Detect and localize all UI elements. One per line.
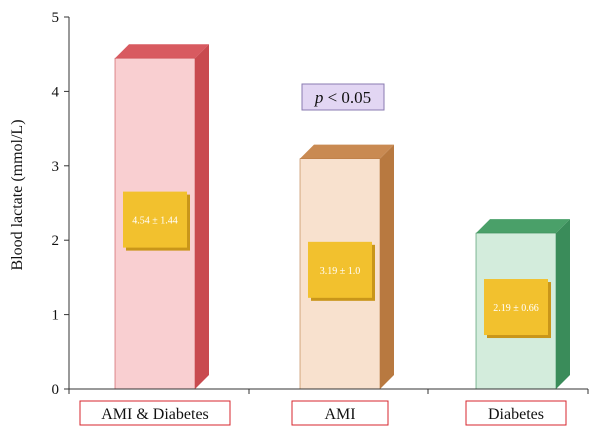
y-tick-label: 5 (52, 10, 60, 26)
bars: 4.54 ± 1.44 3.19 ± 1.0 2.19 ± 0.66 (114, 44, 570, 390)
p-value-box (301, 83, 385, 111)
bar-side (380, 144, 394, 389)
y-tick-label: 0 (52, 382, 60, 398)
y-axis-label: Blood lactate (mmol/L) (9, 119, 26, 270)
bar-side (556, 219, 570, 389)
y-tick-label: 1 (52, 308, 60, 324)
data-label-box (484, 279, 548, 336)
category-label-box (291, 400, 389, 426)
data-label: 2.19 ± 0.66 (493, 303, 539, 314)
category-label-box (465, 400, 567, 426)
y-tick-label: 2 (52, 233, 60, 249)
bar-top (476, 219, 570, 234)
p-value-annotation: p < 0.05 (301, 83, 385, 111)
category-label: AMI & Diabetes (101, 406, 209, 423)
bar-top (115, 44, 209, 59)
data-label: 3.19 ± 1.0 (320, 266, 361, 277)
data-label: 4.54 ± 1.44 (132, 216, 178, 227)
p-value-text: p < 0.05 (314, 88, 371, 107)
y-axis: 0 1 2 3 4 5 (52, 10, 70, 398)
y-tick-label: 4 (52, 84, 60, 100)
bar-top (300, 144, 394, 159)
data-label-box (123, 191, 187, 248)
category-label-box (79, 400, 231, 426)
category-label: Diabetes (488, 406, 544, 423)
bar-group: 2.19 ± 0.66 (475, 219, 570, 390)
bar-group: 3.19 ± 1.0 (299, 144, 394, 390)
data-label-box (308, 241, 372, 298)
bar-side (195, 44, 209, 389)
category-label: AMI (324, 406, 355, 423)
y-tick-label: 3 (52, 159, 60, 175)
x-axis: AMI & Diabetes AMI Diabetes (68, 388, 589, 426)
bar-group: 4.54 ± 1.44 (114, 44, 209, 390)
